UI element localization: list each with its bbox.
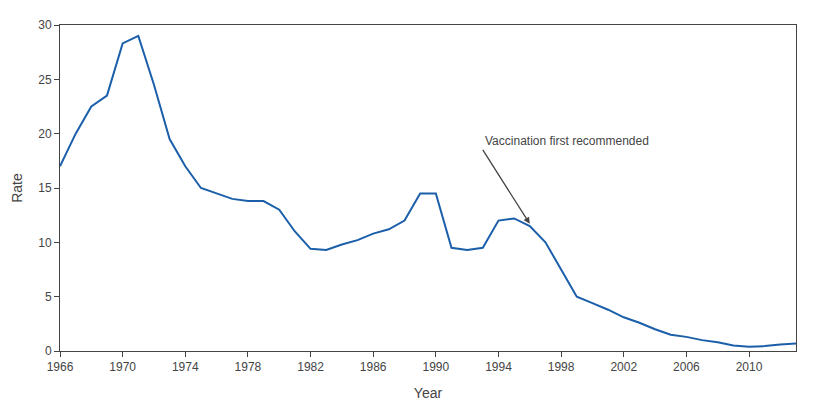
svg-text:1994: 1994 bbox=[485, 360, 512, 374]
svg-text:1966: 1966 bbox=[47, 360, 74, 374]
svg-text:1998: 1998 bbox=[548, 360, 575, 374]
svg-text:1986: 1986 bbox=[360, 360, 387, 374]
svg-text:5: 5 bbox=[45, 290, 52, 304]
svg-text:30: 30 bbox=[38, 18, 52, 32]
svg-text:Rate: Rate bbox=[9, 173, 25, 203]
svg-text:Vaccination first recommended: Vaccination first recommended bbox=[485, 134, 649, 148]
svg-text:1990: 1990 bbox=[422, 360, 449, 374]
svg-text:1982: 1982 bbox=[297, 360, 324, 374]
svg-text:0: 0 bbox=[45, 344, 52, 358]
svg-text:1974: 1974 bbox=[172, 360, 199, 374]
svg-text:2002: 2002 bbox=[610, 360, 637, 374]
svg-text:20: 20 bbox=[38, 127, 52, 141]
svg-text:15: 15 bbox=[38, 181, 52, 195]
svg-text:25: 25 bbox=[38, 73, 52, 87]
svg-text:1970: 1970 bbox=[109, 360, 136, 374]
svg-text:Year: Year bbox=[414, 385, 443, 401]
svg-text:10: 10 bbox=[38, 236, 52, 250]
svg-text:2010: 2010 bbox=[736, 360, 763, 374]
svg-text:2006: 2006 bbox=[673, 360, 700, 374]
svg-text:1978: 1978 bbox=[235, 360, 262, 374]
